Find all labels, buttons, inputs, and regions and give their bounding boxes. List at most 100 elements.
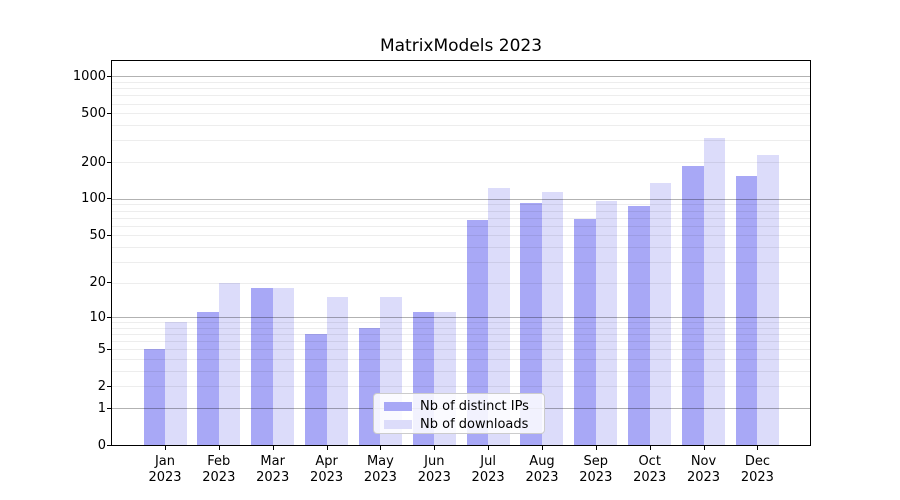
legend: Nb of distinct IPs Nb of downloads (373, 393, 545, 434)
x-tick-mark-nov (703, 446, 705, 450)
x-tick-label-oct: Oct 2023 (633, 454, 667, 485)
bar-downloads-feb (218, 282, 241, 445)
gridline-minor-50 (112, 235, 810, 237)
x-tick-label-may: May 2023 (363, 454, 397, 485)
x-tick-label-jul: Jul 2023 (471, 454, 505, 485)
y-tick-label-1000: 1000 (72, 68, 106, 84)
legend-label-distinct-ips: Nb of distinct IPs (420, 399, 529, 414)
bar-downloads-dec (757, 154, 779, 445)
legend-swatch-downloads (384, 420, 412, 429)
gridline-minor-600 (112, 103, 810, 105)
y-tick-label-1: 1 (97, 400, 106, 416)
x-tick-mark-sep (595, 446, 597, 450)
bar-distinct-ips-nov (682, 166, 704, 445)
x-tick-mark-mar (272, 446, 274, 450)
bar-distinct-ips-mar (251, 287, 273, 445)
y-tick-mark-500 (107, 112, 111, 114)
gridline-minor-70 (112, 217, 810, 219)
bar-distinct-ips-oct (628, 206, 650, 445)
gridline-minor-800 (112, 88, 810, 90)
y-tick-mark-5 (107, 348, 111, 350)
y-tick-mark-0 (107, 444, 111, 446)
y-tick-label-200: 200 (81, 154, 106, 170)
legend-label-downloads: Nb of downloads (420, 417, 529, 432)
x-tick-label-sep: Sep 2023 (579, 454, 613, 485)
gridline-minor-4 (112, 359, 810, 361)
y-tick-mark-1 (107, 407, 111, 409)
legend-swatch-distinct-ips (384, 402, 412, 411)
gridline-minor-200 (112, 162, 810, 163)
gridline-minor-80 (112, 210, 810, 212)
plot-area (111, 60, 811, 446)
gridline-minor-20 (112, 282, 810, 284)
gridline-minor-400 (112, 125, 810, 127)
y-tick-mark-200 (107, 161, 111, 163)
gridline-minor-500 (112, 113, 810, 115)
bar-distinct-ips-dec (735, 176, 758, 445)
bar-downloads-apr (326, 297, 349, 445)
gridline-minor-30 (112, 261, 810, 263)
y-tick-mark-2 (107, 385, 111, 387)
gridline-minor-6 (112, 341, 810, 343)
x-tick-mark-feb (218, 446, 220, 450)
bar-distinct-ips-apr (305, 334, 327, 445)
bar-downloads-nov (703, 138, 725, 445)
x-tick-label-jun: Jun 2023 (417, 454, 451, 485)
x-tick-label-apr: Apr 2023 (310, 454, 344, 485)
gridline-minor-40 (112, 246, 810, 248)
y-tick-label-50: 50 (89, 227, 106, 243)
y-tick-mark-100 (107, 198, 111, 200)
y-tick-label-5: 5 (97, 341, 106, 357)
legend-item-downloads: Nb of downloads (384, 416, 534, 433)
x-tick-mark-may (380, 446, 382, 450)
bar-downloads-aug (541, 192, 564, 445)
bar-downloads-oct (649, 182, 672, 445)
x-tick-mark-jul (488, 446, 490, 450)
x-tick-mark-apr (326, 446, 328, 450)
gridline-major-10 (112, 317, 810, 318)
gridline-minor-900 (112, 81, 810, 83)
gridline-minor-8 (112, 327, 810, 329)
bar-downloads-mar (272, 287, 295, 445)
bar-distinct-ips-feb (197, 312, 219, 445)
x-tick-label-jan: Jan 2023 (148, 454, 182, 485)
y-tick-mark-50 (107, 234, 111, 236)
chart-title: MatrixModels 2023 (379, 36, 543, 56)
bar-distinct-ips-sep (574, 219, 596, 445)
y-tick-mark-1000 (107, 75, 111, 77)
x-tick-label-dec: Dec 2023 (740, 454, 774, 485)
gridline-major-1000 (112, 76, 810, 78)
x-tick-mark-dec (757, 446, 759, 450)
x-tick-label-mar: Mar 2023 (256, 454, 290, 485)
bar-distinct-ips-jul (466, 219, 489, 445)
y-tick-mark-20 (107, 282, 111, 283)
y-tick-label-20: 20 (89, 275, 106, 290)
gridline-minor-7 (112, 334, 810, 335)
y-tick-label-100: 100 (81, 191, 106, 207)
gridline-minor-90 (112, 204, 810, 206)
x-tick-label-nov: Nov 2023 (686, 454, 721, 485)
gridline-minor-9 (112, 322, 810, 324)
gridline-major-100 (112, 198, 810, 200)
bar-downloads-jul (488, 188, 510, 445)
gridline-minor-60 (112, 225, 810, 227)
y-tick-label-500: 500 (81, 105, 106, 121)
x-tick-label-feb: Feb 2023 (202, 454, 236, 485)
legend-item-distinct-ips: Nb of distinct IPs (384, 398, 534, 415)
gridline-minor-700 (112, 95, 810, 97)
y-tick-label-0: 0 (97, 437, 106, 453)
x-tick-mark-jun (434, 446, 436, 450)
x-tick-mark-jan (165, 446, 166, 450)
x-tick-mark-oct (649, 446, 651, 450)
x-tick-mark-aug (542, 446, 543, 450)
gridline-minor-5 (112, 349, 810, 351)
y-tick-label-2: 2 (97, 378, 106, 394)
bar-downloads-jan (165, 322, 187, 445)
y-tick-mark-10 (107, 316, 111, 318)
gridline-minor-300 (112, 140, 810, 142)
y-tick-label-10: 10 (89, 309, 106, 325)
gridline-minor-3 (112, 371, 810, 372)
x-tick-label-aug: Aug 2023 (525, 454, 559, 485)
gridline-minor-2 (112, 386, 810, 388)
